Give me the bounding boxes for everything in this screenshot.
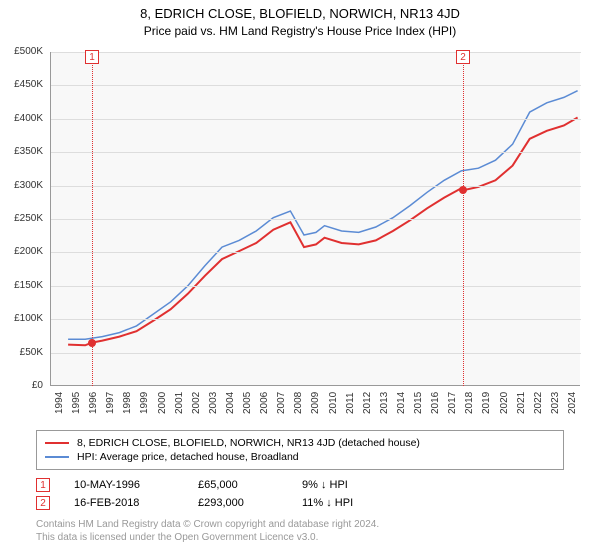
y-axis-label: £450K [14, 79, 43, 90]
y-axis-label: £500K [14, 46, 43, 57]
x-axis-label: 2011 [345, 392, 356, 414]
tx-price: £65,000 [198, 479, 278, 491]
tx-price: £293,000 [198, 497, 278, 509]
gridline [51, 52, 581, 53]
y-axis-label: £50K [20, 347, 43, 358]
x-axis-label: 2017 [447, 392, 458, 414]
marker-label: 1 [85, 50, 99, 64]
x-axis-label: 2003 [208, 392, 219, 414]
x-axis-label: 2006 [259, 392, 270, 414]
chart-container: 8, EDRICH CLOSE, BLOFIELD, NORWICH, NR13… [0, 0, 600, 544]
gridline [51, 119, 581, 120]
marker-line [92, 52, 93, 386]
transaction-row: 2 16-FEB-2018 £293,000 11% ↓ HPI [36, 494, 564, 512]
x-axis-label: 2016 [430, 392, 441, 414]
marker-label: 2 [456, 50, 470, 64]
chart-subtitle: Price paid vs. HM Land Registry's House … [0, 21, 600, 46]
x-axis-label: 1995 [71, 392, 82, 414]
x-axis-label: 2013 [379, 392, 390, 414]
chart-title: 8, EDRICH CLOSE, BLOFIELD, NORWICH, NR13… [0, 0, 600, 21]
tx-number: 1 [36, 478, 50, 492]
x-axis-label: 2004 [225, 392, 236, 414]
x-axis-label: 1999 [139, 392, 150, 414]
x-axis-label: 2002 [191, 392, 202, 414]
legend-swatch [45, 442, 69, 444]
gridline [51, 252, 581, 253]
x-axis-label: 2010 [328, 392, 339, 414]
footer-line-1: Contains HM Land Registry data © Crown c… [36, 518, 564, 531]
x-axis-label: 2009 [310, 392, 321, 414]
x-axis-label: 2008 [293, 392, 304, 414]
x-axis-label: 1997 [105, 392, 116, 414]
marker-dot [88, 339, 96, 347]
y-axis-label: £350K [14, 146, 43, 157]
x-axis-label: 1996 [88, 392, 99, 414]
gridline [51, 85, 581, 86]
x-axis-label: 2012 [362, 392, 373, 414]
x-axis-label: 2018 [464, 392, 475, 414]
gridline [51, 319, 581, 320]
marker-line [463, 52, 464, 386]
x-axis-label: 1994 [54, 392, 65, 414]
legend-label: HPI: Average price, detached house, Broa… [77, 451, 299, 463]
x-axis-label: 2023 [550, 392, 561, 414]
legend-label: 8, EDRICH CLOSE, BLOFIELD, NORWICH, NR13… [77, 437, 420, 449]
transaction-row: 1 10-MAY-1996 £65,000 9% ↓ HPI [36, 476, 564, 494]
x-axis-label: 2014 [396, 392, 407, 414]
legend: 8, EDRICH CLOSE, BLOFIELD, NORWICH, NR13… [36, 430, 564, 470]
y-axis-label: £250K [14, 213, 43, 224]
tx-delta: 9% ↓ HPI [302, 479, 402, 491]
y-axis-label: £400K [14, 113, 43, 124]
x-axis-label: 2007 [276, 392, 287, 414]
x-axis-label: 2021 [516, 392, 527, 414]
series-hpi [68, 91, 577, 340]
x-axis-label: 2024 [567, 392, 578, 414]
x-axis-label: 2022 [533, 392, 544, 414]
y-axis-label: £150K [14, 280, 43, 291]
x-axis-label: 2001 [174, 392, 185, 414]
x-axis-label: 2019 [481, 392, 492, 414]
x-axis-label: 2020 [499, 392, 510, 414]
plot-area: 12 [50, 52, 580, 386]
y-axis-label: £100K [14, 313, 43, 324]
y-axis-label: £300K [14, 180, 43, 191]
legend-item: 8, EDRICH CLOSE, BLOFIELD, NORWICH, NR13… [45, 436, 555, 450]
x-axis-label: 1998 [122, 392, 133, 414]
tx-date: 10-MAY-1996 [74, 479, 174, 491]
tx-delta: 11% ↓ HPI [302, 497, 402, 509]
footer-line-2: This data is licensed under the Open Gov… [36, 531, 564, 544]
legend-swatch [45, 456, 69, 458]
x-axis-label: 2005 [242, 392, 253, 414]
transaction-table: 1 10-MAY-1996 £65,000 9% ↓ HPI 2 16-FEB-2018 £… [36, 476, 564, 512]
x-axis-label: 2000 [157, 392, 168, 414]
gridline [51, 219, 581, 220]
x-axis-label: 2015 [413, 392, 424, 414]
tx-date: 16-FEB-2018 [74, 497, 174, 509]
y-axis-label: £200K [14, 246, 43, 257]
footer-attribution: Contains HM Land Registry data © Crown c… [36, 518, 564, 544]
gridline [51, 152, 581, 153]
gridline [51, 186, 581, 187]
gridline [51, 286, 581, 287]
tx-number: 2 [36, 496, 50, 510]
y-axis-label: £0 [32, 380, 43, 391]
chart-area: 12 £0£50K£100K£150K£200K£250K£300K£350K£… [0, 46, 600, 426]
gridline [51, 353, 581, 354]
legend-item: HPI: Average price, detached house, Broa… [45, 450, 555, 464]
